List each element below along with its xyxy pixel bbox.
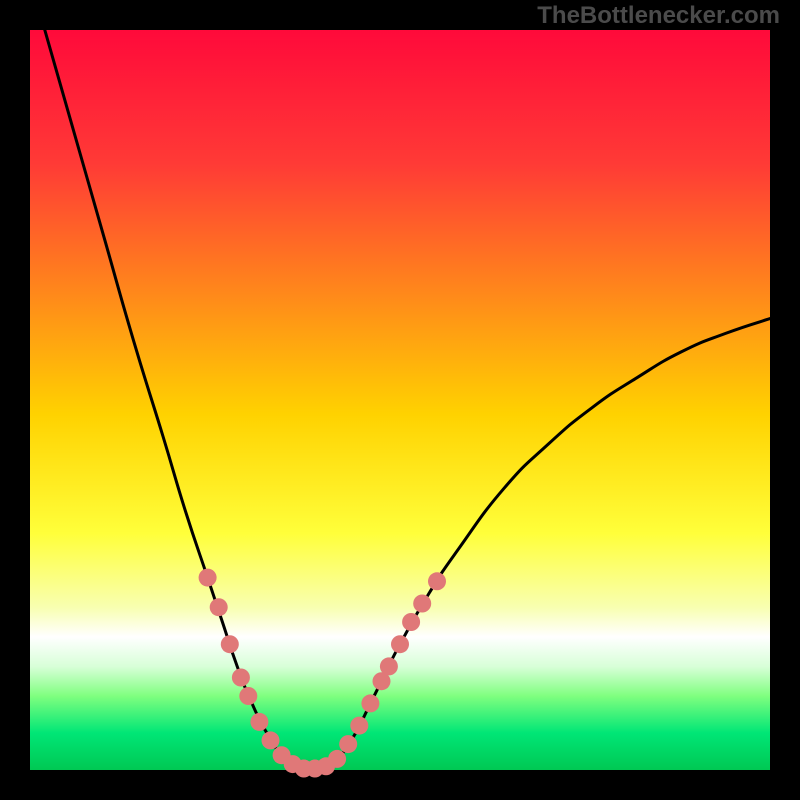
marker-dot	[232, 669, 250, 687]
marker-dot	[428, 572, 446, 590]
marker-dot	[361, 694, 379, 712]
marker-dot	[413, 595, 431, 613]
marker-dot	[402, 613, 420, 631]
marker-dot	[221, 635, 239, 653]
marker-dot	[199, 569, 217, 587]
chart-frame: TheBottlenecker.com	[0, 0, 800, 800]
marker-dot	[391, 635, 409, 653]
marker-dot	[239, 687, 257, 705]
bottleneck-chart	[0, 0, 800, 800]
marker-dot	[339, 735, 357, 753]
marker-dot	[350, 717, 368, 735]
plot-gradient-background	[30, 30, 770, 770]
marker-dot	[380, 657, 398, 675]
marker-dot	[328, 750, 346, 768]
marker-dot	[250, 713, 268, 731]
marker-dot	[210, 598, 228, 616]
marker-dot	[262, 731, 280, 749]
source-watermark: TheBottlenecker.com	[537, 2, 780, 30]
